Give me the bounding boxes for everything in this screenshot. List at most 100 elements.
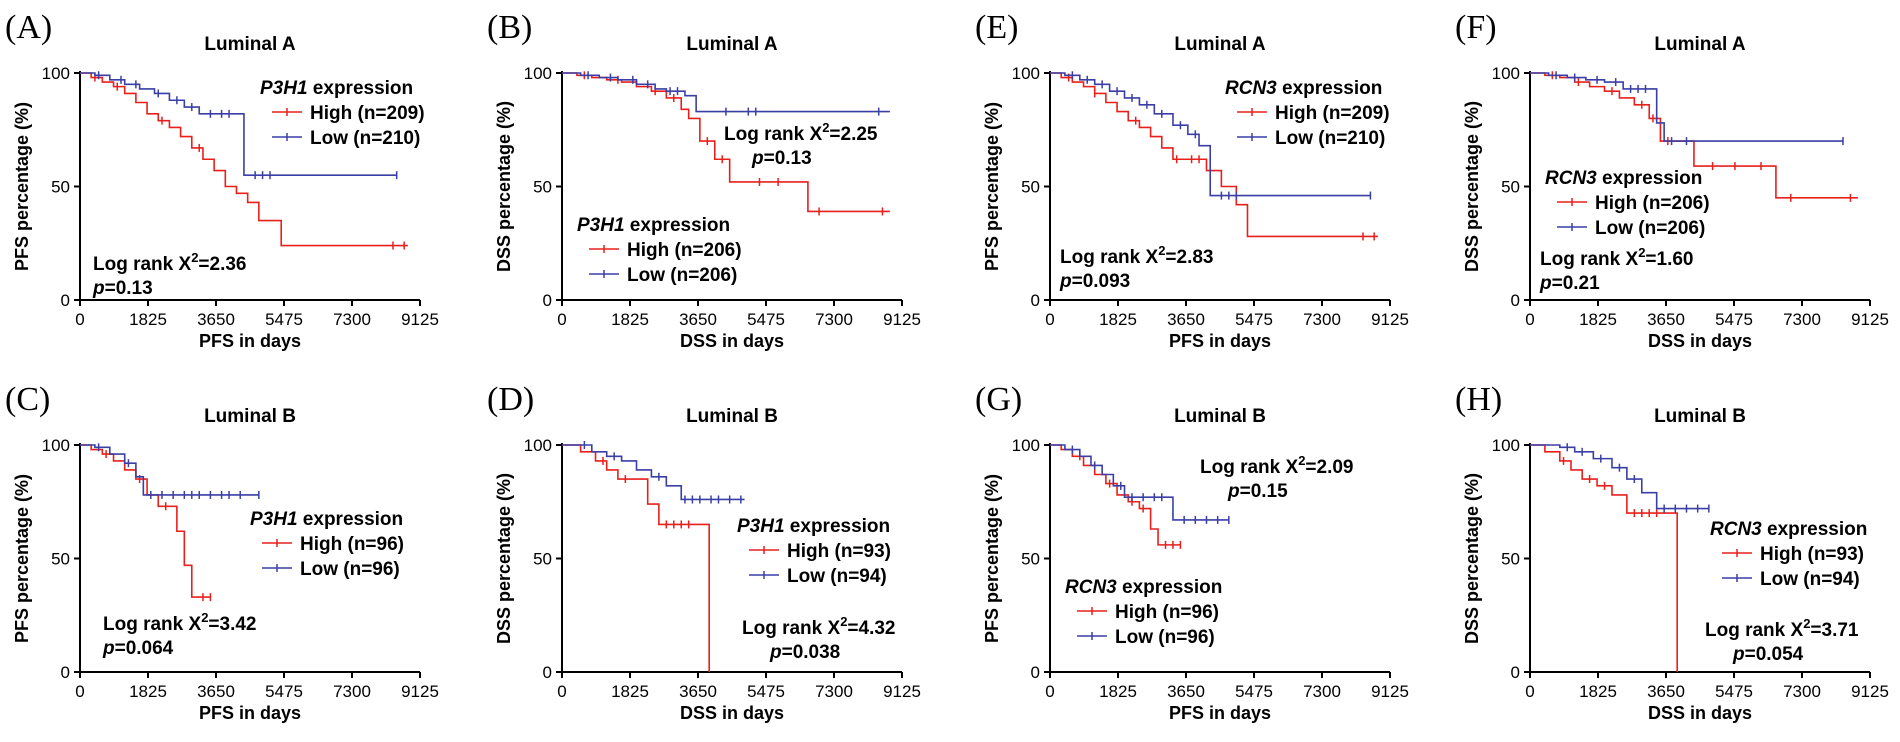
chi-value: =3.42 xyxy=(208,614,256,635)
legend: P3H1 expression High (n=206) Low (n=206) xyxy=(577,215,742,286)
chi-superscript: 2 xyxy=(840,614,847,629)
x-tick-label: 0 xyxy=(1045,310,1054,329)
chi-superscript: 2 xyxy=(191,250,198,265)
p-value: =0.064 xyxy=(115,638,174,659)
x-tick-label: 0 xyxy=(557,310,566,329)
legend-entry-high: High (n=96) xyxy=(1115,602,1219,623)
p-value: =0.038 xyxy=(782,642,841,663)
x-tick-label: 5475 xyxy=(747,682,785,701)
low-survival-curve xyxy=(562,72,890,113)
x-tick-label: 3650 xyxy=(1167,310,1205,329)
chart-title: Luminal A xyxy=(1174,34,1265,55)
y-tick-label: 50 xyxy=(51,178,70,197)
logrank-stats: Log rank X2=3.42 p=0.064 xyxy=(102,610,257,659)
chi-value: =2.83 xyxy=(1165,247,1213,268)
x-axis-label: DSS in days xyxy=(680,331,784,351)
y-axis-label: DSS percentage (%) xyxy=(494,473,514,644)
panel-a: (A) Luminal A 0 1825 3650 5475 7300 9125 0 50 100 P… xyxy=(5,9,439,351)
legend: RCN3 expression High (n=96) Low (n=96) xyxy=(1065,577,1222,648)
x-tick-label: 1825 xyxy=(1579,310,1617,329)
y-axis-label: PFS percentage (%) xyxy=(12,102,32,271)
y-tick-label: 100 xyxy=(42,436,70,455)
p-symbol: p xyxy=(1059,271,1072,292)
y-axis-label: PFS percentage (%) xyxy=(982,102,1002,271)
legend-entry-high: High (n=96) xyxy=(300,534,404,555)
y-tick-label: 0 xyxy=(61,291,70,310)
legend-entry-high: High (n=93) xyxy=(787,541,891,562)
x-tick-label: 0 xyxy=(75,310,84,329)
chart-title: Luminal A xyxy=(686,34,777,55)
p-value-text: p=0.054 xyxy=(1732,644,1804,665)
legend-entry-low: Low (n=206) xyxy=(627,265,737,286)
y-tick-label: 50 xyxy=(1021,550,1040,569)
logrank-stats: Log rank X2=1.60 p=0.21 xyxy=(1539,245,1694,294)
chi-value: =4.32 xyxy=(847,618,895,639)
legend: P3H1 expression High (n=96) Low (n=96) xyxy=(250,509,404,580)
legend-header: P3H1 expression xyxy=(577,215,730,236)
x-tick-label: 9125 xyxy=(1371,310,1409,329)
y-tick-label: 0 xyxy=(61,663,70,682)
legend: RCN3 expression High (n=206) Low (n=206) xyxy=(1545,168,1710,239)
p-symbol: p xyxy=(102,638,115,659)
x-tick-label: 3650 xyxy=(679,682,717,701)
x-tick-label: 0 xyxy=(1525,682,1534,701)
y-axis-label: DSS percentage (%) xyxy=(1462,101,1482,272)
y-tick-label: 100 xyxy=(1492,64,1520,83)
logrank-chi: Log rank X2=2.09 xyxy=(1200,453,1354,478)
panel-g: (G) Luminal B 0 1825 3650 5475 7300 9125 0 50 100 P… xyxy=(975,381,1409,723)
p-symbol: p xyxy=(92,278,105,299)
legend-suffix: expression xyxy=(1597,168,1703,189)
chart-title: Luminal B xyxy=(204,406,296,427)
logrank-chi: Log rank X2=2.25 xyxy=(724,120,878,145)
chi-superscript: 2 xyxy=(822,120,829,135)
y-tick-label: 0 xyxy=(543,663,552,682)
x-tick-label: 5475 xyxy=(265,682,303,701)
x-tick-label: 9125 xyxy=(401,682,439,701)
legend-header: RCN3 expression xyxy=(1545,168,1702,189)
low-survival-curve xyxy=(562,444,745,501)
gene-name: RCN3 xyxy=(1065,577,1117,598)
logrank-stats: Log rank X2=4.32 p=0.038 xyxy=(742,614,896,663)
y-axis-label: DSS percentage (%) xyxy=(1462,473,1482,644)
x-tick-label: 1825 xyxy=(129,310,167,329)
gene-name: P3H1 xyxy=(250,509,298,530)
legend-header: RCN3 expression xyxy=(1225,78,1382,99)
x-axis-label: DSS in days xyxy=(1648,331,1752,351)
chi-value: =2.36 xyxy=(198,254,246,275)
p-value: =0.21 xyxy=(1552,273,1601,294)
gene-name: P3H1 xyxy=(260,78,308,99)
chi-superscript: 2 xyxy=(1158,243,1165,258)
legend: RCN3 expression High (n=209) Low (n=210) xyxy=(1225,78,1390,149)
y-tick-label: 100 xyxy=(42,64,70,83)
legend-entry-low: Low (n=206) xyxy=(1595,218,1705,239)
logrank-chi: Log rank X2=4.32 xyxy=(742,614,896,639)
panel-label: (C) xyxy=(5,381,50,418)
x-tick-label: 9125 xyxy=(1851,682,1889,701)
y-tick-label: 0 xyxy=(1511,291,1520,310)
x-tick-label: 9125 xyxy=(1851,310,1889,329)
legend-header: P3H1 expression xyxy=(737,516,890,537)
panel-e: (E) Luminal A 0 1825 3650 5475 7300 9125 0 50 100 P… xyxy=(975,9,1409,351)
p-value-text: p=0.15 xyxy=(1227,481,1288,502)
chi-prefix: Log rank X xyxy=(103,614,202,635)
legend-suffix: expression xyxy=(1762,519,1868,540)
p-value-text: p=0.13 xyxy=(751,148,812,169)
y-tick-label: 100 xyxy=(524,64,552,83)
y-tick-label: 100 xyxy=(1012,436,1040,455)
chi-prefix: Log rank X xyxy=(1060,247,1159,268)
legend-suffix: expression xyxy=(308,78,414,99)
legend-suffix: expression xyxy=(1117,577,1223,598)
x-tick-label: 1825 xyxy=(1099,310,1137,329)
y-tick-label: 100 xyxy=(1012,64,1040,83)
logrank-chi: Log rank X2=3.42 xyxy=(103,610,257,635)
logrank-chi: Log rank X2=2.36 xyxy=(93,250,247,275)
high-survival-curve xyxy=(80,72,408,247)
chart-title: Luminal B xyxy=(1174,406,1266,427)
chart-title: Luminal B xyxy=(1654,406,1746,427)
legend-entry-high: High (n=209) xyxy=(1275,103,1390,124)
x-tick-label: 9125 xyxy=(1371,682,1409,701)
x-tick-label: 9125 xyxy=(883,682,921,701)
y-tick-label: 0 xyxy=(543,291,552,310)
y-tick-label: 100 xyxy=(524,436,552,455)
